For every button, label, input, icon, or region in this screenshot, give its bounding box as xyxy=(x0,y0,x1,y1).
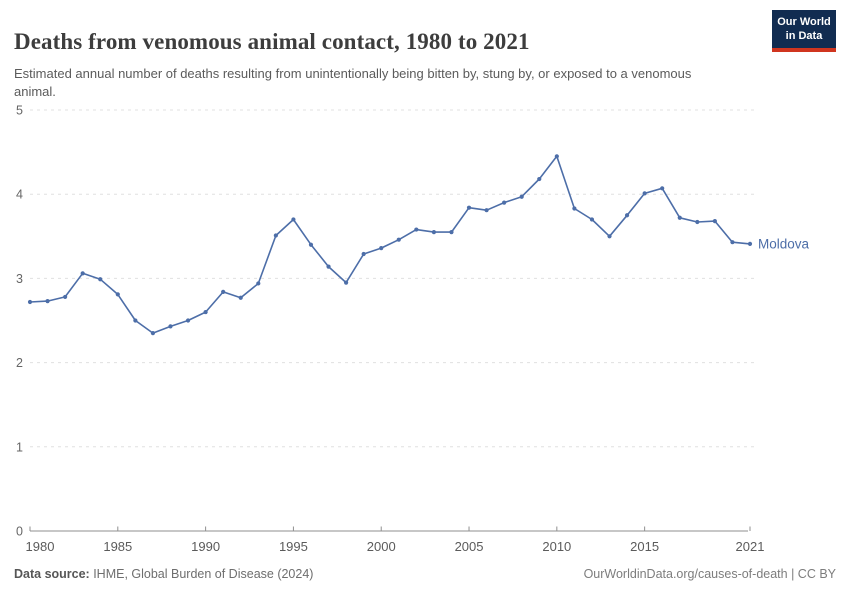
credit-link: OurWorldinData.org/causes-of-death | CC … xyxy=(583,567,836,581)
x-tick-label-2010: 2010 xyxy=(542,539,571,554)
data-point xyxy=(80,271,85,276)
y-tick-label-5: 5 xyxy=(16,104,23,118)
data-point xyxy=(63,294,68,300)
data-point xyxy=(150,331,156,336)
x-tick-label-2015: 2015 xyxy=(630,539,659,554)
data-point xyxy=(624,213,630,218)
data-point xyxy=(256,281,261,286)
data-point xyxy=(519,194,524,199)
data-point xyxy=(414,227,419,232)
data-point xyxy=(572,206,577,211)
data-point xyxy=(115,292,120,297)
data-source-label: Data source: xyxy=(14,567,90,581)
data-point xyxy=(326,264,331,269)
chart-footer: Data source: IHME, Global Burden of Dise… xyxy=(14,567,836,581)
data-point xyxy=(431,229,437,235)
data-point xyxy=(133,318,138,323)
data-point xyxy=(343,280,349,285)
data-point xyxy=(747,241,753,246)
data-point xyxy=(98,277,103,282)
series-label-moldova: Moldova xyxy=(758,236,810,251)
y-tick-label-3: 3 xyxy=(16,272,23,286)
data-point xyxy=(712,219,717,224)
data-point xyxy=(537,176,542,182)
owid-logo-line2: in Data xyxy=(785,30,823,43)
data-point xyxy=(466,205,472,210)
x-tick-label-2021: 2021 xyxy=(736,539,765,554)
data-point xyxy=(308,242,314,247)
data-source-value: IHME, Global Burden of Disease (2024) xyxy=(89,567,314,581)
data-point xyxy=(361,251,366,257)
data-point xyxy=(185,318,191,323)
owid-logo: Our World in Data xyxy=(772,10,836,52)
data-source-note: Data source: IHME, Global Burden of Dise… xyxy=(14,567,313,581)
x-tick-label-1990: 1990 xyxy=(191,539,220,554)
data-point xyxy=(677,215,682,220)
data-point xyxy=(27,299,33,305)
data-point xyxy=(660,186,665,191)
data-point xyxy=(642,191,647,196)
chart-subtitle: Estimated annual number of deaths result… xyxy=(14,66,692,100)
data-point xyxy=(484,208,489,213)
data-point xyxy=(554,154,559,159)
y-tick-label-0: 0 xyxy=(16,525,23,539)
x-tick-label-2000: 2000 xyxy=(367,539,396,554)
data-point xyxy=(589,217,595,222)
data-point xyxy=(607,234,612,239)
data-point xyxy=(203,309,208,315)
data-point xyxy=(502,200,507,205)
data-point xyxy=(291,217,296,222)
data-point xyxy=(695,219,700,225)
owid-logo-line1: Our World xyxy=(777,16,831,28)
data-point xyxy=(45,299,50,304)
x-tick-label-1980: 1980 xyxy=(26,539,55,554)
data-point xyxy=(273,233,278,238)
x-tick-label-1995: 1995 xyxy=(279,539,308,554)
page-title: Deaths from venomous animal contact, 198… xyxy=(14,29,530,55)
data-point xyxy=(396,237,401,242)
data-point xyxy=(449,229,454,235)
data-point xyxy=(730,240,735,245)
x-tick-label-1985: 1985 xyxy=(103,539,132,554)
y-tick-label-2: 2 xyxy=(16,356,23,370)
data-point xyxy=(168,324,173,329)
y-tick-label-4: 4 xyxy=(16,188,23,202)
series-line-moldova xyxy=(29,155,751,334)
x-tick-label-2005: 2005 xyxy=(455,539,484,554)
y-tick-label-1: 1 xyxy=(16,440,23,454)
data-point xyxy=(238,295,243,300)
data-point xyxy=(379,245,384,251)
data-point xyxy=(221,289,226,294)
